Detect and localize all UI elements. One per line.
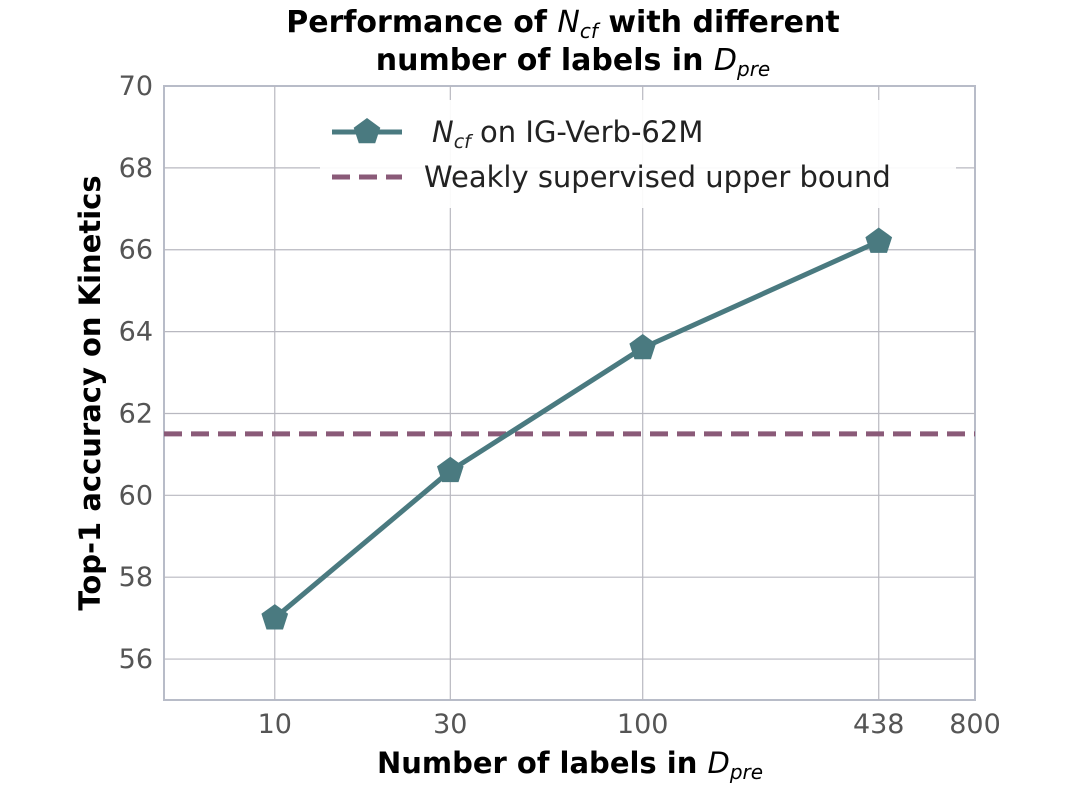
y-tick-label: 66 <box>119 235 153 266</box>
y-tick-label: 60 <box>119 480 153 511</box>
data-point <box>437 456 464 483</box>
x-axis-ticks: 10 30 100 438 800 <box>258 709 1001 740</box>
legend-marker-series-1 <box>353 118 381 144</box>
data-point <box>629 334 656 360</box>
x-tick-label: 438 <box>853 709 905 740</box>
y-axis-ticks: 56 58 60 62 64 66 68 70 <box>119 71 153 675</box>
chart-title-line-2: number of labels in Dpre <box>376 43 771 81</box>
x-tick-label: 10 <box>258 709 292 740</box>
legend: Ncf on IG-Verb-62M Weakly supervised upp… <box>320 100 956 208</box>
data-point <box>865 227 893 253</box>
data-point <box>261 604 289 630</box>
series-line-ncf <box>273 239 880 621</box>
x-tick-label: 800 <box>949 709 1001 740</box>
x-tick-label: 100 <box>617 709 669 740</box>
y-tick-label: 70 <box>119 71 153 102</box>
series-layer <box>164 227 975 630</box>
y-tick-label: 56 <box>119 644 153 675</box>
x-tick-label: 30 <box>433 709 467 740</box>
legend-box <box>320 100 956 208</box>
chart-title-line-1: Performance of Ncf with different <box>286 5 839 43</box>
y-tick-label: 64 <box>119 317 153 348</box>
y-tick-label: 58 <box>119 562 153 593</box>
y-tick-label: 62 <box>119 398 153 429</box>
legend-label-series-1: Ncf on IG-Verb-62M <box>432 115 703 153</box>
y-axis-label: Top-1 accuracy on Kinetics <box>73 175 107 610</box>
y-tick-label: 68 <box>119 153 153 184</box>
legend-label-series-2: Weakly supervised upper bound <box>424 160 891 194</box>
x-axis-label: Number of labels in Dpre <box>377 746 763 784</box>
